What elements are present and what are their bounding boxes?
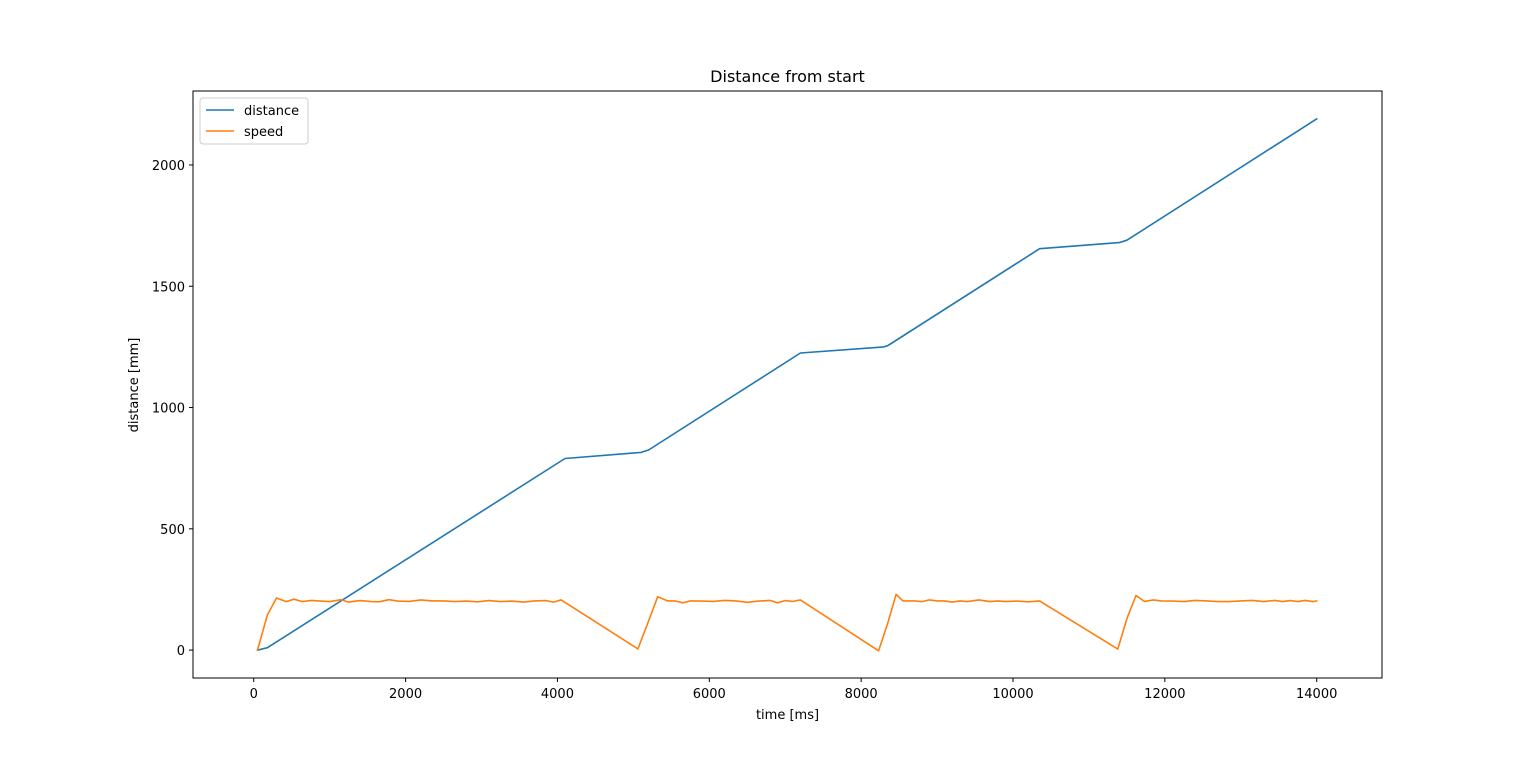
axes-frame bbox=[192, 90, 1383, 679]
x-tick-label: 2000 bbox=[389, 687, 422, 702]
legend-label-speed: speed bbox=[244, 125, 283, 140]
y-axis: 0 500 1000 1500 2000 bbox=[152, 159, 193, 659]
y-tick-label: 500 bbox=[160, 523, 185, 538]
x-tick-label: 14000 bbox=[1296, 687, 1337, 702]
x-tick-label: 8000 bbox=[845, 687, 878, 702]
legend: distance speed bbox=[199, 97, 309, 145]
x-axis-label: time [ms] bbox=[756, 708, 819, 723]
legend-label-distance: distance bbox=[244, 104, 299, 119]
x-tick-label: 6000 bbox=[693, 687, 726, 702]
x-tick-label: 0 bbox=[250, 687, 258, 702]
x-tick-label: 10000 bbox=[992, 687, 1033, 702]
y-tick-label: 1500 bbox=[152, 280, 185, 295]
x-axis: 0 2000 4000 6000 8000 10000 12000 14000 bbox=[250, 678, 1337, 702]
x-tick-label: 4000 bbox=[541, 687, 574, 702]
series-line-speed bbox=[256, 593, 1318, 652]
chart-title: Distance from start bbox=[710, 67, 865, 86]
y-axis-label: distance [mm] bbox=[127, 338, 142, 433]
x-tick-label: 12000 bbox=[1144, 687, 1185, 702]
y-tick-label: 1000 bbox=[152, 402, 185, 417]
plot-area bbox=[256, 117, 1318, 652]
series-line-distance bbox=[256, 117, 1318, 652]
y-tick-label: 0 bbox=[177, 644, 185, 659]
y-tick-label: 2000 bbox=[152, 159, 185, 174]
